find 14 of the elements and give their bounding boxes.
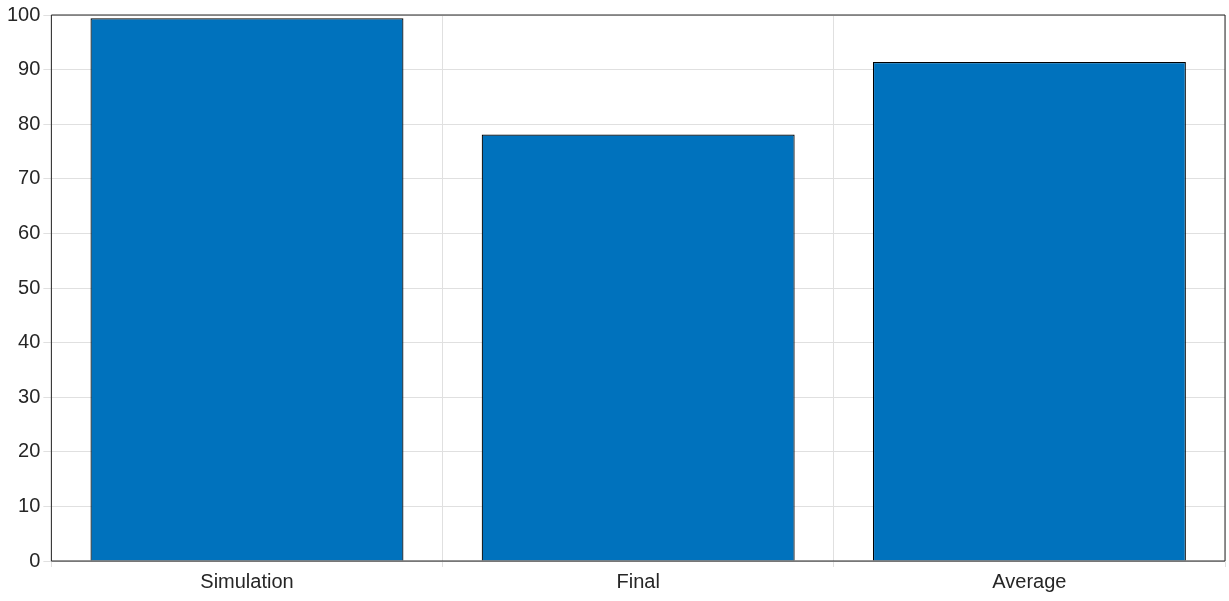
y-tick-label: 30 [18, 384, 41, 407]
y-tick-label: 100 [6, 2, 41, 25]
x-tick-label: Final [616, 569, 660, 592]
y-tick-label: 70 [18, 166, 41, 189]
y-tick-label: 0 [29, 548, 41, 571]
y-tick-label: 40 [18, 330, 41, 353]
x-tick-label: Average [992, 569, 1067, 592]
y-tick-label: 90 [18, 57, 41, 80]
y-tick-label: 80 [18, 111, 41, 134]
x-tick-label: Simulation [200, 569, 294, 592]
y-tick-label: 50 [18, 275, 41, 298]
y-tick-label: 60 [18, 220, 41, 243]
y-tick-label: 20 [18, 439, 41, 462]
y-tick-label: 10 [18, 493, 41, 516]
